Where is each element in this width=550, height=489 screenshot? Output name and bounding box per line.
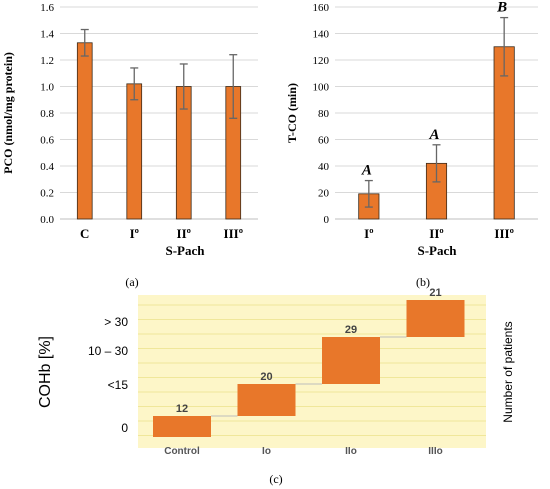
y-tick-label: 0.0 [40,214,54,226]
x-tick-label: IIIo [428,446,442,457]
significance-label: B [496,0,507,16]
y-tick-label: 0.2 [40,188,54,200]
panel-label: (c) [269,472,282,486]
significance-label: A [361,163,372,179]
x-tick-label: Control [164,446,200,457]
y-tick-label: > 30 [104,315,128,329]
x-tick-label: IIIº [224,226,243,241]
y-tick-label: 0.8 [40,108,54,120]
x-tick-label: C [80,226,89,241]
y-tick-label: 0 [324,214,330,226]
x-tick-label: Io [262,446,271,457]
panel-a: 0.0 0.2 0.4 0.6 0.8 1.0 1.2 1.4 1.6 C Iº IIº IIIº S-P… [1,2,258,289]
floating-bar [153,416,211,437]
y-right-axis-title: Number of patients [501,321,515,422]
y-tick-label: 1.2 [40,55,54,67]
panel-label: (b) [416,275,430,289]
x-tick-label: IIº [429,226,443,241]
y-tick-label: 120 [313,55,330,67]
y-axis-title: PCO (nmol/mg protein) [1,52,15,174]
floating-bar [406,300,465,337]
panel-c: 0 <15 10 – 30 > 30 12 Control 20 Io 29 IIo 21 IIIo C… [37,287,515,486]
y-tick-label: 1.0 [40,82,54,94]
panel-b: 0 20 40 60 80 100 120 140 160 Iº A IIº A IIIº B S-Pach T… [285,0,538,289]
x-tick-label: IIo [345,446,357,457]
significance-label: A [428,127,439,143]
y-tick-label: <15 [108,378,129,392]
y-axis-title: COHb [%] [37,336,54,408]
y-tick-label: 0.6 [40,135,54,147]
y-tick-label: 1.6 [40,2,54,14]
panel-label: (a) [125,275,138,289]
y-tick-label: 140 [313,29,330,41]
y-tick-label: 20 [318,188,330,200]
data-label: 12 [176,403,188,415]
x-axis-title: S-Pach [166,243,206,258]
y-tick-label: 0 [121,421,128,435]
y-tick-label: 1.4 [40,29,54,41]
data-label: 20 [260,371,272,383]
y-tick-label: 80 [318,108,330,120]
x-tick-label: Iº [130,226,139,241]
y-axis-title: T-CO (min) [285,83,299,143]
x-tick-label: IIº [177,226,191,241]
y-tick-label: 40 [318,161,330,173]
y-tick-label: 0.4 [40,161,54,173]
bar [126,83,143,220]
y-tick-label: 100 [313,82,330,94]
y-tick-label: 10 – 30 [88,344,128,358]
floating-bar [237,384,296,416]
x-axis-title: S-Pach [418,243,458,258]
y-tick-label: 160 [313,2,330,14]
data-label: 29 [345,324,357,336]
floating-bar [322,337,380,384]
x-tick-label: IIIº [494,226,513,241]
bar [76,42,93,220]
x-tick-label: Iº [364,226,373,241]
y-tick-label: 60 [318,135,330,147]
data-label: 21 [429,287,441,299]
